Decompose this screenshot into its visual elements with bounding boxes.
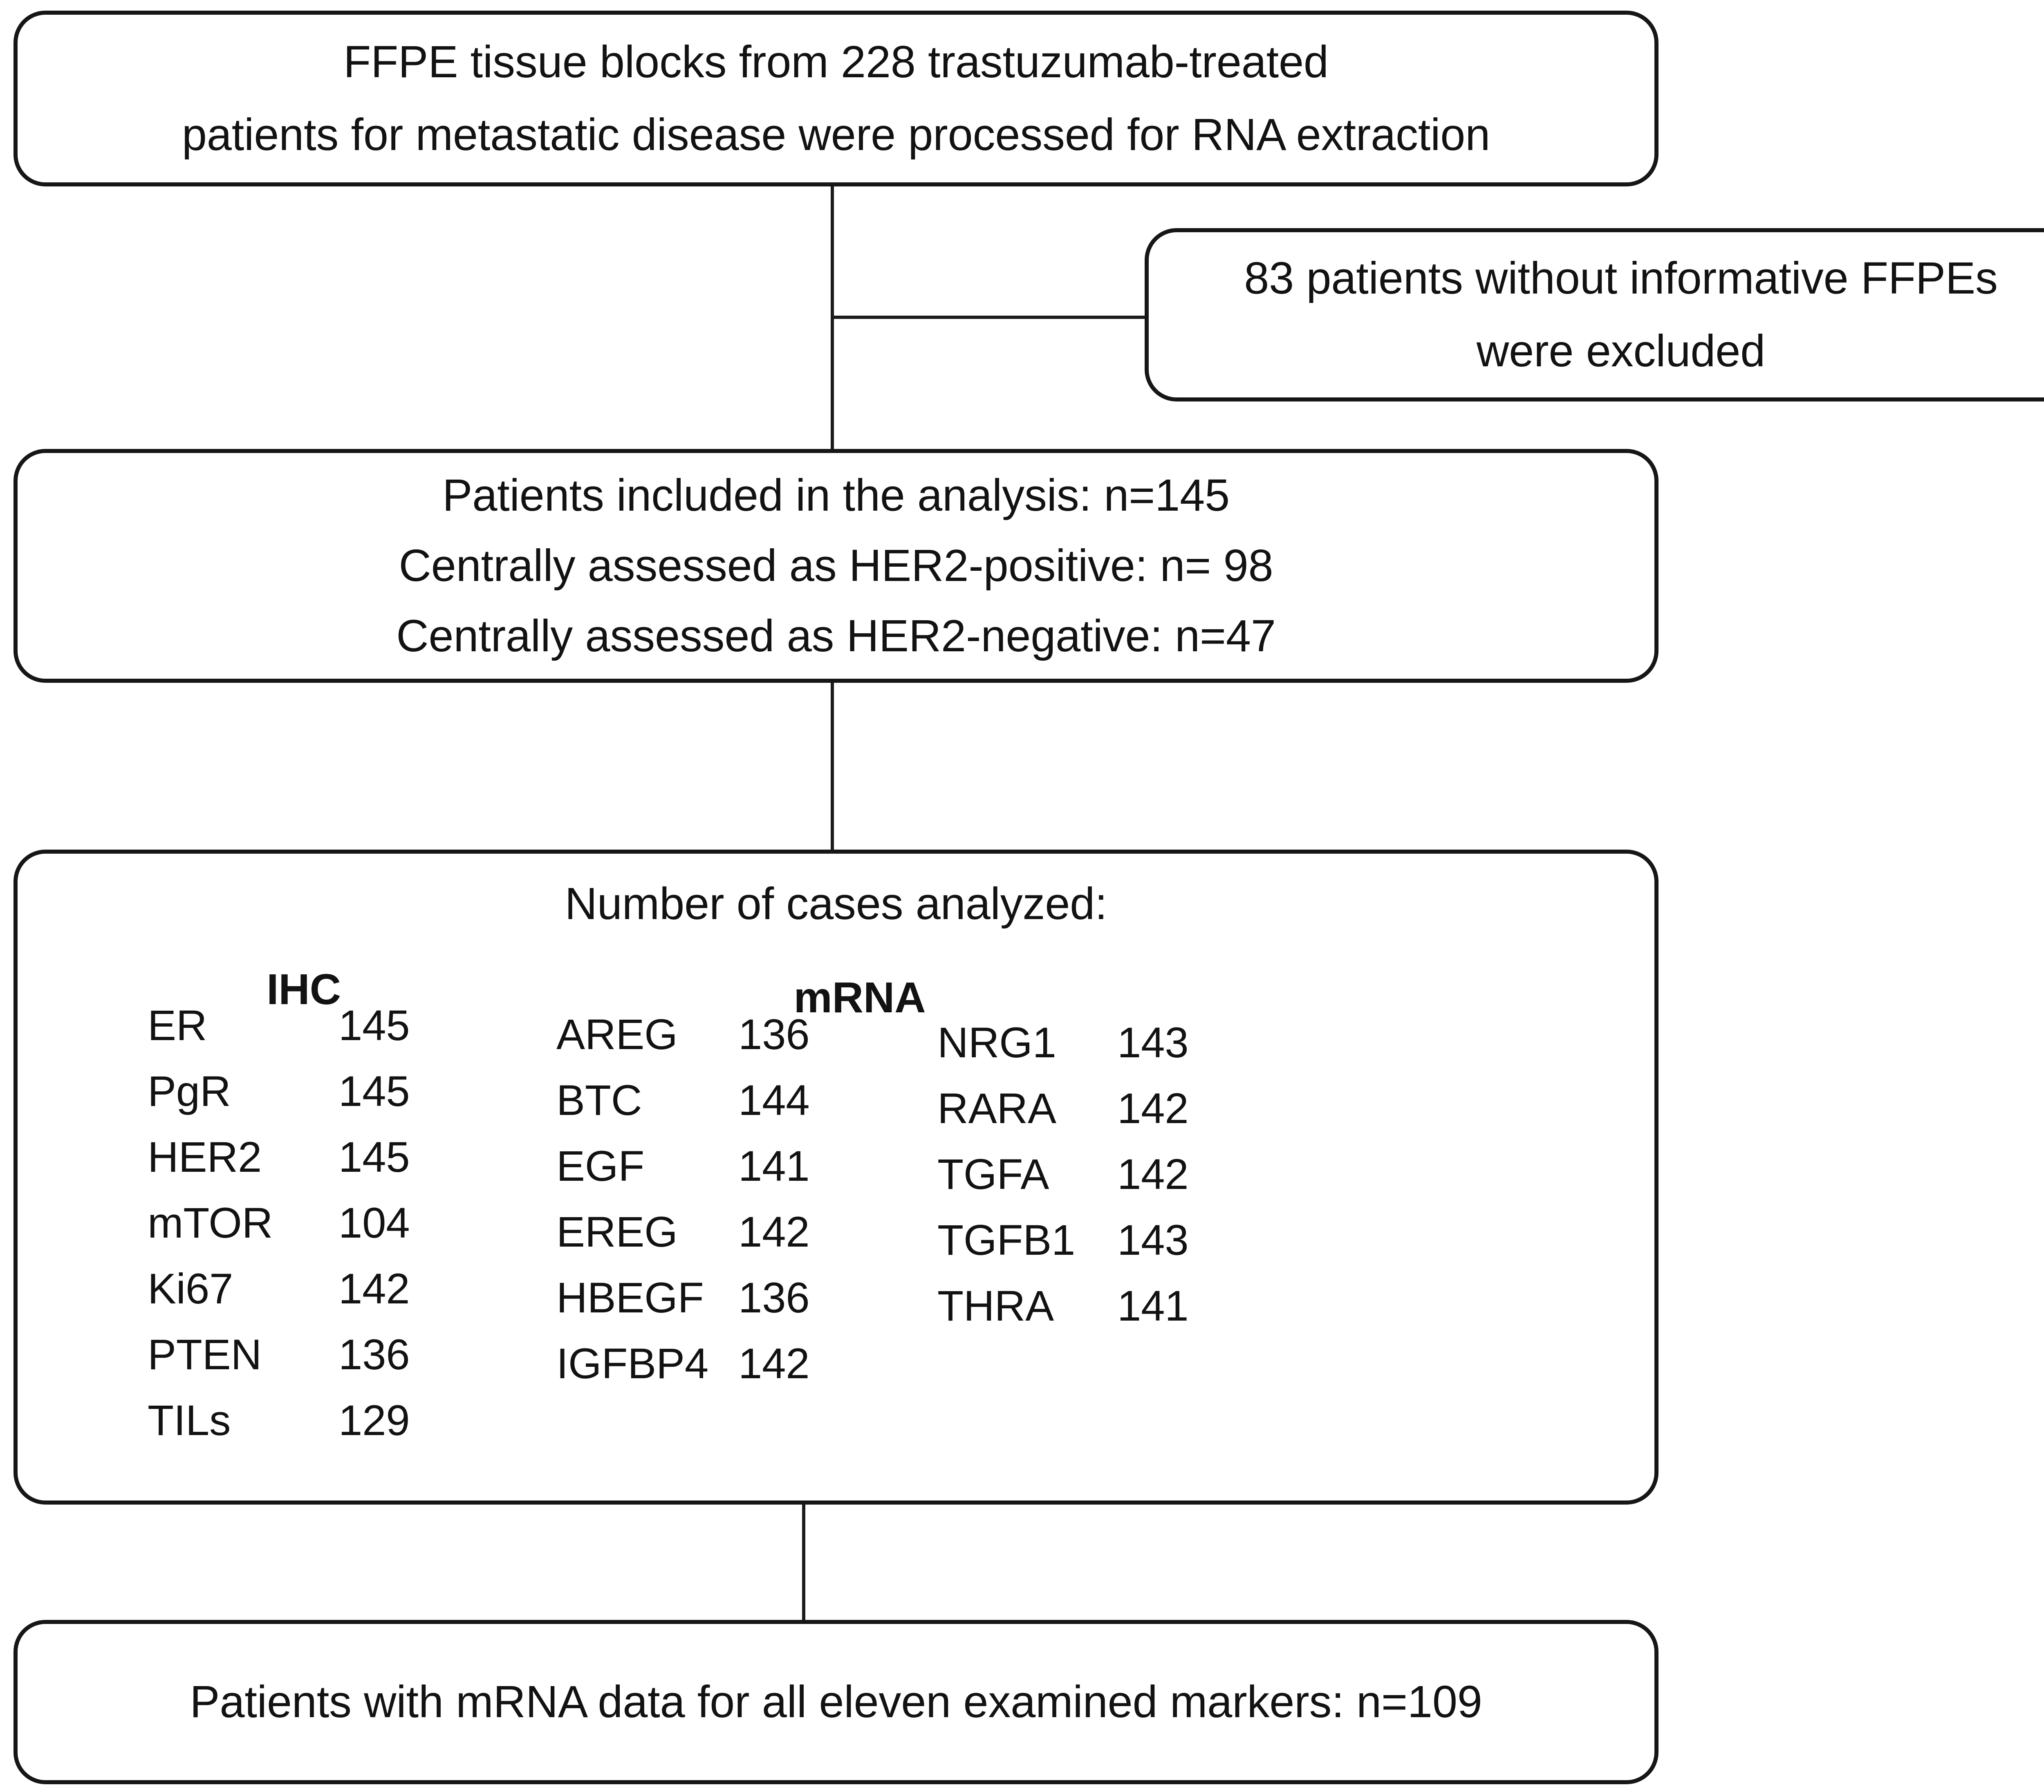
marker-label: RARA — [937, 1085, 1056, 1133]
marker-value: 144 — [738, 1077, 810, 1124]
table-row: mTOR 104 — [148, 1190, 410, 1256]
ihc-column-header: IHC — [267, 965, 341, 1014]
table-row: TILs 129 — [148, 1388, 410, 1453]
mrna-column-1: AREG 136 BTC 144 EGF 141 EREG 142 HBEGF … — [556, 1002, 810, 1397]
marker-label: PgR — [148, 1068, 231, 1115]
table-row: TGFA 142 — [937, 1142, 1189, 1207]
marker-label: ER — [148, 1002, 207, 1050]
marker-label: mTOR — [148, 1199, 273, 1247]
source-box-line-2: patients for metastatic disease were pro… — [182, 110, 1490, 160]
final-box-line: Patients with mRNA data for all eleven e… — [190, 1677, 1482, 1727]
mrna-column-header: mRNA — [793, 973, 926, 1022]
marker-label: TILs — [148, 1397, 231, 1444]
connector-included-to-cases — [831, 683, 834, 851]
table-row: IGFBP4 142 — [556, 1331, 810, 1397]
marker-value: 129 — [338, 1397, 410, 1444]
marker-value: 142 — [338, 1265, 410, 1313]
marker-label: HER2 — [148, 1133, 262, 1181]
final-box: Patients with mRNA data for all eleven e… — [13, 1620, 1659, 1784]
excluded-box-line-1: 83 patients without informative FFPEs — [1244, 253, 1998, 303]
marker-label: EGF — [556, 1142, 645, 1190]
marker-value: 136 — [738, 1011, 810, 1059]
marker-value: 142 — [738, 1208, 810, 1256]
marker-label: BTC — [556, 1077, 642, 1124]
marker-value: 141 — [738, 1142, 810, 1190]
marker-label: TGFA — [937, 1151, 1049, 1198]
marker-value: 142 — [1117, 1085, 1189, 1133]
table-row: PTEN 136 — [148, 1322, 410, 1388]
table-row: NRG1 143 — [937, 1010, 1189, 1076]
marker-value: 141 — [1117, 1282, 1189, 1330]
marker-value: 136 — [338, 1331, 410, 1379]
table-row: EREG 142 — [556, 1199, 810, 1265]
table-row: BTC 144 — [556, 1068, 810, 1133]
marker-value: 145 — [338, 1133, 410, 1181]
source-box: FFPE tissue blocks from 228 trastuzumab-… — [13, 11, 1659, 186]
table-row: HER2 145 — [148, 1124, 410, 1190]
marker-value: 104 — [338, 1199, 410, 1247]
table-row: ER 145 — [148, 993, 410, 1059]
included-box-line-1: Patients included in the analysis: n=145 — [442, 470, 1230, 520]
table-row: TGFB1 143 — [937, 1207, 1189, 1273]
marker-label: HBEGF — [556, 1274, 704, 1322]
marker-label: PTEN — [148, 1331, 262, 1379]
table-row: THRA 141 — [937, 1273, 1189, 1339]
table-row: AREG 136 — [556, 1002, 810, 1068]
table-row: EGF 141 — [556, 1133, 810, 1199]
marker-label: AREG — [556, 1011, 678, 1059]
ihc-column: ER 145 PgR 145 HER2 145 mTOR 104 Ki67 14… — [148, 993, 410, 1453]
marker-value: 142 — [1117, 1151, 1189, 1198]
marker-label: EREG — [556, 1208, 678, 1256]
connector-excluded-branch — [832, 316, 1146, 319]
table-row: Ki67 142 — [148, 1256, 410, 1322]
marker-value: 145 — [338, 1068, 410, 1115]
marker-value: 136 — [738, 1274, 810, 1322]
cases-box: Number of cases analyzed: IHC mRNA ER 14… — [13, 850, 1659, 1505]
included-box-line-2: Centrally assessed as HER2-positive: n= … — [399, 541, 1273, 591]
marker-label: Ki67 — [148, 1265, 233, 1313]
marker-label: IGFBP4 — [556, 1340, 709, 1388]
connector-cases-to-final — [802, 1503, 805, 1622]
included-box: Patients included in the analysis: n=145… — [13, 449, 1659, 683]
marker-label: THRA — [937, 1282, 1054, 1330]
marker-value: 142 — [738, 1340, 810, 1388]
included-box-line-3: Centrally assessed as HER2-negative: n=4… — [396, 611, 1276, 661]
marker-label: NRG1 — [937, 1019, 1056, 1067]
excluded-box-line-2: were excluded — [1476, 326, 1766, 376]
table-row: RARA 142 — [937, 1076, 1189, 1142]
marker-label: TGFB1 — [937, 1216, 1076, 1264]
excluded-box: 83 patients without informative FFPEs we… — [1145, 228, 2044, 401]
marker-value: 143 — [1117, 1216, 1189, 1264]
mrna-column-2: NRG1 143 RARA 142 TGFA 142 TGFB1 143 THR… — [937, 1010, 1189, 1339]
source-box-line-1: FFPE tissue blocks from 228 trastuzumab-… — [343, 37, 1329, 87]
cases-box-title: Number of cases analyzed: — [565, 879, 1107, 929]
marker-value: 143 — [1117, 1019, 1189, 1067]
marker-value: 145 — [338, 1002, 410, 1050]
table-row: PgR 145 — [148, 1059, 410, 1124]
table-row: HBEGF 136 — [556, 1265, 810, 1331]
